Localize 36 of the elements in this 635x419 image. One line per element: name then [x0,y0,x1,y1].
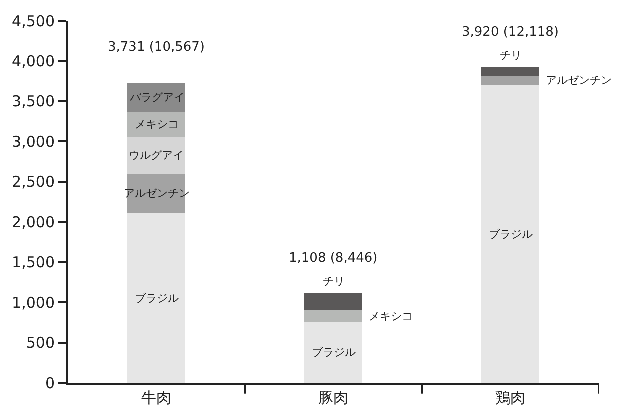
bar [127,213,186,383]
text: チリ [323,275,345,288]
x-tick-label: 牛肉 [142,389,172,407]
y-tick-label: 0 [45,374,55,392]
y-tick-label: 4,500 [12,12,55,30]
series-label: ブラジル [312,346,356,359]
y-tick-label: 1,500 [12,254,55,272]
y-tick-label: 1,000 [12,294,55,312]
y-tick-label: 2,500 [12,173,55,192]
bar [481,76,540,86]
y-tick-label: 500 [26,334,55,352]
bar [127,136,186,175]
y-tick-label: 3,000 [12,132,55,151]
y-tick-label: 4,000 [12,52,55,70]
bar [481,85,540,383]
text: アルゼンチン [546,74,612,87]
total-label: 3,731 (10,567) [108,40,205,55]
bar [481,68,540,77]
x-tick-label: 鶏肉 [496,389,526,407]
bar [304,294,363,310]
y-tick-label: 3,500 [12,92,55,111]
bar [127,82,186,112]
y-tick-label: 2,000 [12,213,55,232]
bar [304,310,363,323]
x-tick-label: 豚肉 [318,389,348,407]
bar [127,112,186,137]
text: ブラジル [135,292,179,305]
series-label: ウルグアイ [129,149,184,162]
series-label: パラグアイ [129,91,185,104]
text: メキシコ [369,310,413,323]
text: ブラジル [489,228,533,241]
series-label: メキシコ [135,118,179,131]
series-label: チリ [500,49,522,62]
total-label: 3,920 (12,118) [462,25,559,40]
total-label: 1,108 (8,446) [289,251,378,266]
bar [304,322,363,383]
